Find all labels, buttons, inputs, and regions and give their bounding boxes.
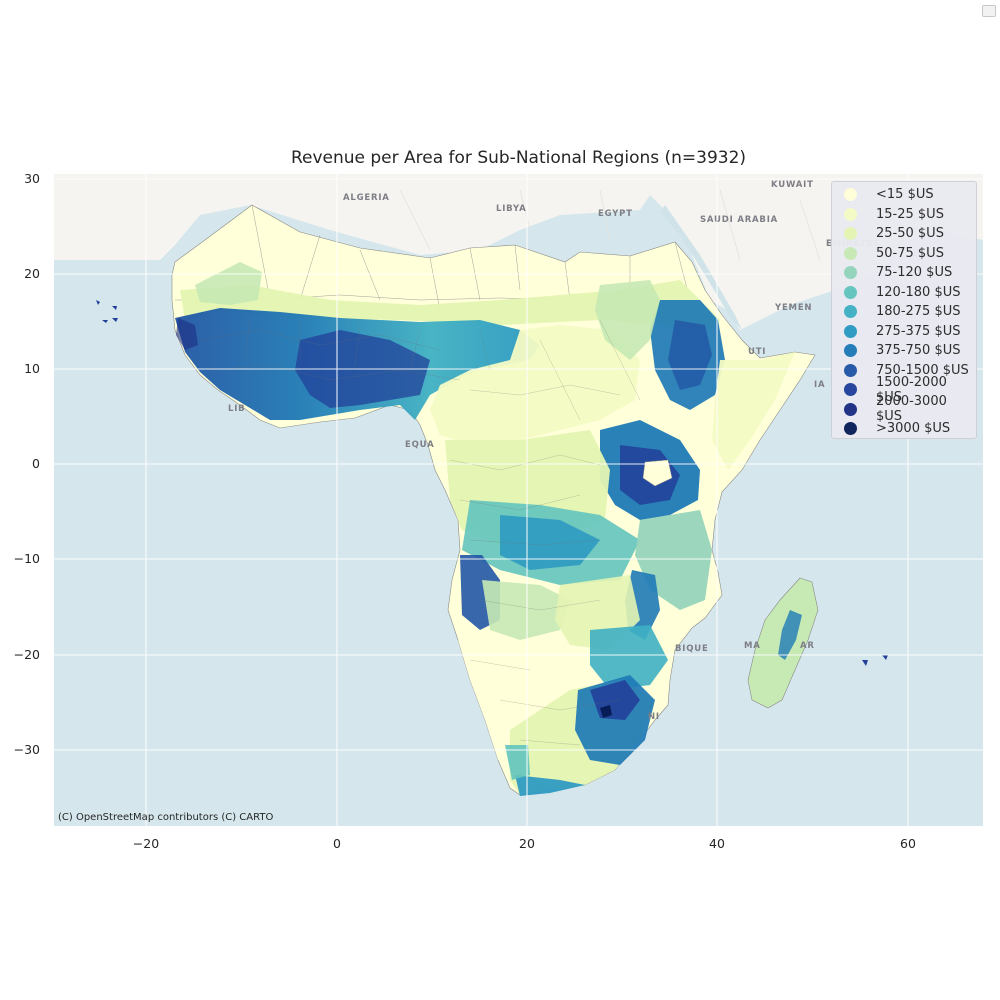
region-somalia [712,352,795,470]
x-tick-label: −20 [133,836,159,851]
lake-victoria [642,459,673,487]
island-reunion [882,655,888,660]
svg-text:EQUA: EQUA [405,440,434,450]
region-zimbabwe [590,625,668,690]
legend-swatch [844,402,857,416]
legend-swatch [844,305,857,319]
legend-entry: 1500-2000 $US [844,375,976,405]
legend-label: >3000 $US [876,421,951,437]
legend-entry: >3000 $US [844,419,976,439]
legend-entry: <15 $US [844,185,976,205]
x-tick-label: 0 [333,836,341,851]
region-sudan [595,280,660,360]
region-congo-south-dense [500,515,600,570]
svg-text:AR: AR [800,641,815,651]
svg-text:BIQUE: BIQUE [675,644,709,654]
legend-label: 25-50 $US [876,226,944,242]
region-central-north [430,325,640,445]
svg-text:EGYPT: EGYPT [598,209,633,219]
region-ethiopia-core [668,320,712,390]
svg-text:KUWAIT: KUWAIT [771,180,814,190]
x-axis-ticks: −20 0 20 40 60 [133,836,916,851]
legend-label: 375-750 $US [876,343,961,359]
region-angola [482,580,570,640]
svg-text:LIB: LIB [228,404,245,414]
grid-lines [54,174,983,826]
legend-swatch [844,363,857,377]
legend-swatch [844,266,857,280]
legend-label: 75-120 $US [876,265,953,281]
y-tick-label: 10 [24,361,40,376]
legend-swatch [844,246,857,260]
region-namibia [458,640,575,760]
legend-entry: 2000-3000 $US [844,394,976,424]
legend-swatch [844,383,857,397]
y-tick-label: 0 [32,456,40,471]
region-western-cape [505,745,530,780]
legend-entry: 50-75 $US [844,244,976,264]
region-sahel-west [195,262,262,305]
basemap-red-sea [660,205,742,330]
svg-text:NI: NI [648,712,660,722]
y-tick-label: −10 [14,551,40,566]
legend-label: 180-275 $US [876,304,961,320]
legend-entry: 120-180 $US [844,283,976,303]
y-tick-label: −20 [14,647,40,662]
y-tick-label: 20 [24,266,40,281]
legend-entry: 180-275 $US [844,302,976,322]
madagascar-east [778,610,802,660]
map-title: Revenue per Area for Sub-National Region… [290,148,747,168]
legend-label: 120-180 $US [876,284,961,300]
legend-entry: 25-50 $US [844,224,976,244]
legend-entry: 15-25 $US [844,205,976,225]
legend-entry: 750-1500 $US [844,361,976,381]
svg-text:LIBYA: LIBYA [496,204,527,214]
legend-entry: 275-375 $US [844,322,976,342]
y-tick-label: 30 [24,171,40,186]
legend-label: 275-375 $US [876,323,961,339]
svg-text:ALGERIA: ALGERIA [343,193,390,203]
region-lesotho [600,705,612,718]
legend-label: 15-25 $US [876,206,944,222]
color-legend: <15 $US 15-25 $US 25-50 $US 50-75 $US 75-120… [831,181,977,439]
island-cape-verde [96,300,118,323]
x-tick-label: 20 [519,836,535,851]
empty-legend-box [982,5,996,17]
legend-swatch [844,207,857,221]
legend-label: 1500-2000 $US [876,374,947,405]
legend-swatch [844,344,857,358]
region-coast-west [176,318,198,350]
x-tick-label: 60 [900,836,916,851]
svg-text:YEMEN: YEMEN [774,303,812,313]
svg-text:IA: IA [814,380,825,390]
legend-swatch [844,324,857,338]
legend-swatch [844,227,857,241]
svg-text:UTI: UTI [748,347,766,357]
legend-swatch [844,285,857,299]
y-tick-label: −30 [14,742,40,757]
legend-swatch [844,422,857,436]
legend-label: 50-75 $US [876,245,944,261]
legend-entry: 375-750 $US [844,341,976,361]
svg-text:MA: MA [744,641,761,651]
legend-label: 2000-3000 $US [876,394,947,425]
legend-label: <15 $US [876,187,934,203]
legend-swatch [844,188,857,202]
island-mauritius [862,660,868,666]
africa-choropleth [96,204,888,796]
map-attribution: (C) OpenStreetMap contributors (C) CARTO [58,812,274,823]
region-border-mesh [199,317,641,746]
svg-text:SAUDI ARABIA: SAUDI ARABIA [700,215,778,225]
region-cape-coast [515,775,585,796]
y-axis-ticks: 30 20 10 0 −10 −20 −30 [14,171,40,757]
legend-entry: 75-120 $US [844,263,976,283]
x-tick-label: 40 [709,836,725,851]
legend-label: 750-1500 $US [876,362,969,378]
